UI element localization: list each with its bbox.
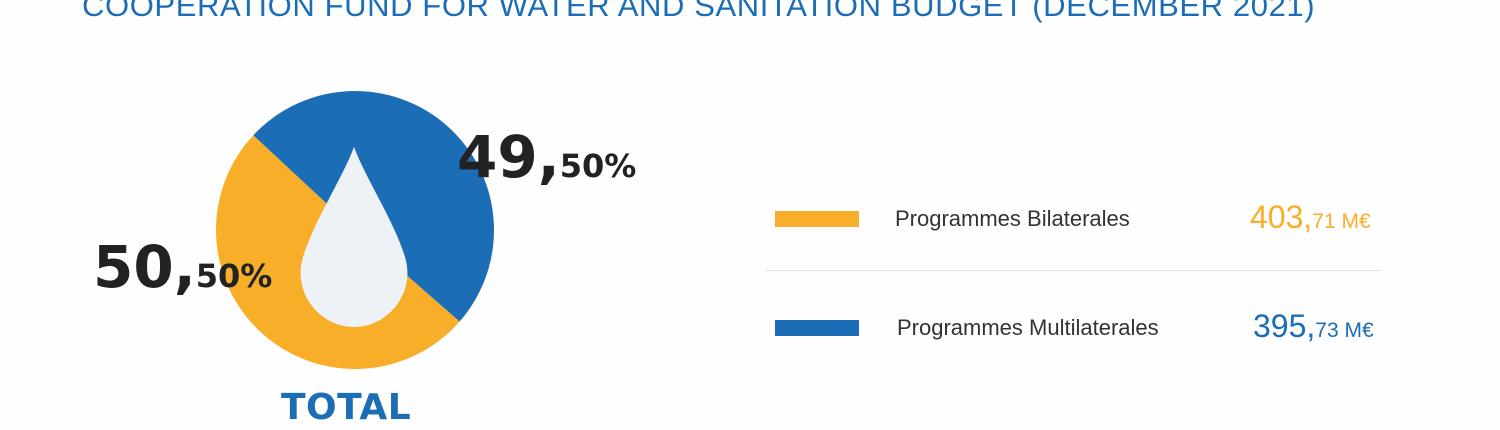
pie-label-multilateral: 49,50% xyxy=(457,123,637,191)
chart-title: COOPERATION FUND FOR WATER AND SANITATIO… xyxy=(82,0,1316,23)
legend-item-multilateral: Programmes Multilaterales 395,73 M€ xyxy=(775,306,1415,350)
water-drop-icon xyxy=(300,147,408,327)
legend-label-multilateral: Programmes Multilaterales xyxy=(897,315,1159,340)
legend-swatch-multilateral xyxy=(775,320,859,336)
legend-divider xyxy=(766,270,1382,271)
pie-label-bilateral: 50,50% xyxy=(93,233,273,301)
legend-item-bilateral: Programmes Bilaterales 403,71 M€ xyxy=(775,197,1415,241)
legend-label-bilateral: Programmes Bilaterales xyxy=(895,206,1130,231)
pie-chart xyxy=(215,90,494,369)
legend-value-multilateral: 395,73 M€ xyxy=(1253,308,1374,344)
legend-value-bilateral: 403,71 M€ xyxy=(1250,199,1371,235)
pie-center-caption: TOTAL xyxy=(281,387,412,428)
legend-swatch-bilateral xyxy=(775,211,859,227)
